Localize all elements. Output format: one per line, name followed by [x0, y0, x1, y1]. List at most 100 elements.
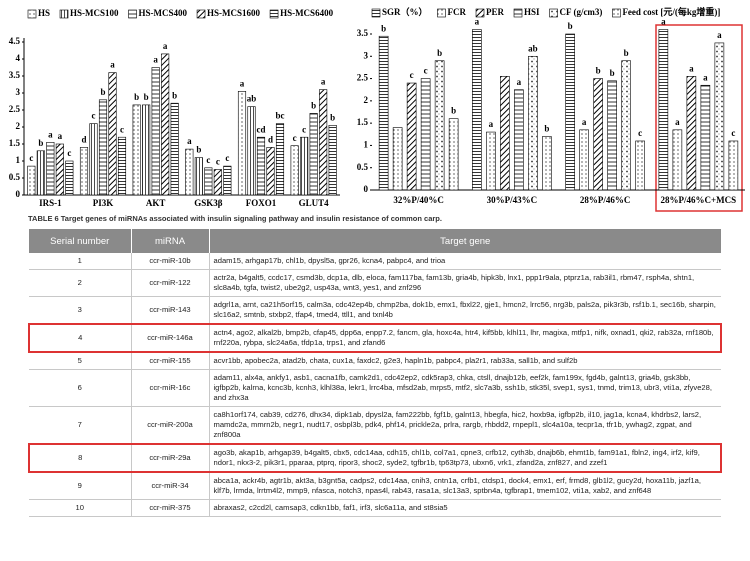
significance-letter: a — [475, 17, 480, 27]
y-tick-label: 1.5 — [357, 117, 369, 127]
significance-letter: b — [330, 112, 335, 122]
significance-letter: b — [624, 48, 629, 58]
gene-cell: actn4, ago2, alkal2b, bmp2b, cfap45, dpp… — [208, 323, 722, 353]
gene-cell: adam11, alx4a, ankfy1, asb1, cacna1fb, c… — [208, 369, 721, 407]
legend-swatch — [475, 8, 485, 18]
legend-swatch — [437, 8, 446, 18]
mirna-cell: ccr-miR-146a — [130, 323, 209, 353]
significance-letter: c — [67, 148, 71, 158]
significance-letter: b — [451, 106, 456, 116]
y-tick-label: 2.5 — [357, 73, 369, 83]
gene-cell: actr2a, b4galt5, ccdc17, csmd3b, dcp1a, … — [208, 269, 721, 297]
legend-swatch — [269, 9, 279, 19]
table-row: 2 ccr-miR-122 actr2a, b4galt5, ccdc17, csm… — [29, 269, 721, 297]
x-tick-label: PI3K — [93, 198, 114, 208]
table-row: 4 ccr-miR-146a actn4, ago2, alkal2b, bmp2b… — [28, 323, 722, 353]
bar — [486, 131, 496, 191]
legend-swatch — [196, 9, 206, 19]
bar — [672, 129, 683, 191]
mirna-cell: ccr-miR-10b — [130, 253, 209, 270]
bar — [204, 167, 213, 196]
significance-letter: c — [731, 128, 735, 138]
header-cell: miRNA — [130, 229, 209, 253]
significance-letter: b — [100, 87, 105, 97]
legend-swatch — [612, 8, 621, 18]
bar — [542, 136, 552, 191]
bar — [434, 60, 445, 191]
bar — [256, 136, 266, 196]
bar — [161, 53, 170, 196]
bar — [392, 127, 403, 191]
legend-label: HS-MCS6400 — [280, 8, 334, 18]
significance-letter: a — [187, 136, 192, 146]
y-tick-label: 4 — [16, 53, 21, 63]
x-tick-label: 28%P/46%C — [580, 195, 631, 205]
y-tick-label: 1.5 — [9, 138, 21, 148]
mirna-cell: ccr-miR-34 — [130, 472, 209, 500]
serial-cell: 8 — [28, 443, 131, 473]
bar — [514, 89, 524, 191]
bar — [319, 89, 328, 196]
bar — [185, 148, 194, 196]
bar — [55, 143, 64, 196]
bar — [420, 78, 431, 191]
legend-label: CF (g/cm3) — [560, 7, 603, 17]
y-tick-label: 0.5 — [357, 162, 369, 172]
bar — [237, 91, 247, 196]
bar — [108, 72, 117, 196]
significance-letter: c — [638, 128, 642, 138]
significance-letter: d — [268, 134, 273, 144]
legend-swatch — [27, 9, 37, 19]
table: Serial number miRNA Target gene 1 ccr-miR… — [28, 229, 722, 517]
serial-cell: 2 — [29, 269, 131, 297]
header-row: Serial number miRNA Target gene — [29, 229, 721, 253]
bar — [728, 140, 739, 191]
significance-letter: a — [163, 41, 168, 51]
significance-letter: b — [610, 68, 615, 78]
x-tick-label: GSK3β — [194, 198, 223, 208]
bar — [65, 160, 74, 196]
significance-letter: c — [410, 70, 414, 80]
legend-swatch — [128, 9, 137, 19]
bar — [448, 118, 459, 191]
bar — [213, 169, 222, 196]
mirna-cell: ccr-miR-200a — [130, 406, 209, 445]
bar — [635, 140, 645, 191]
gene-cell: adgrl1a, arnt, ca21h5orf15, calm3a, cdc4… — [208, 296, 721, 325]
significance-letter: a — [582, 117, 587, 127]
significance-letter: ab — [247, 94, 257, 104]
serial-cell: 5 — [29, 352, 131, 370]
significance-letter: b — [568, 21, 573, 31]
significance-letter: a — [689, 63, 694, 73]
highlight-box — [655, 24, 743, 212]
legend-label: HS-MCS100 — [70, 8, 119, 18]
bar — [500, 76, 510, 191]
bar — [98, 99, 108, 196]
significance-letter: cd — [257, 124, 266, 134]
gene-cell: adam15, arhgap17b, chl1b, dpysl5a, gpr26… — [208, 253, 721, 270]
bar — [117, 136, 127, 196]
gene-cell: acvr1bb, apobec2a, atad2b, chata, cux1a,… — [208, 352, 721, 370]
bar — [290, 145, 299, 196]
x-tick-label: 30%P/43%C — [487, 195, 538, 205]
bar — [266, 147, 275, 196]
bar — [170, 102, 179, 196]
bar — [328, 125, 337, 196]
x-tick-label: 32%P/40%C — [393, 195, 444, 205]
significance-letter: ab — [528, 43, 538, 53]
significance-letter: c — [225, 153, 229, 163]
significance-letter: b — [311, 100, 316, 110]
bar — [194, 157, 203, 196]
legend-label: PER — [486, 7, 505, 17]
mirna-cell: ccr-miR-122 — [130, 269, 209, 297]
significance-letter: c — [293, 133, 297, 143]
significance-letter: b — [381, 23, 386, 33]
gene-cell: ca8h1orf174, cab39, cd276, dhx34, dipk1a… — [208, 406, 721, 445]
serial-cell: 3 — [29, 296, 131, 325]
header-cell: Serial number — [29, 229, 131, 253]
significance-letter: b — [172, 90, 177, 100]
x-tick-label: FOXO1 — [246, 198, 277, 208]
bar — [89, 123, 98, 196]
table-row: 6 ccr-miR-16c adam11, alx4a, ankfy1, asb1,… — [29, 369, 721, 407]
bar — [79, 147, 89, 196]
